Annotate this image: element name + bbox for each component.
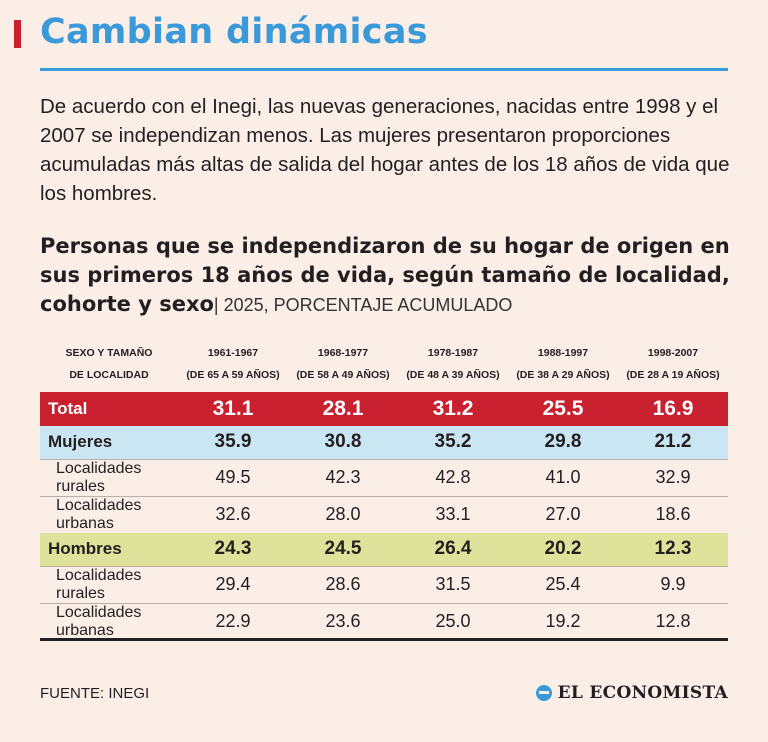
table-cell: 9.9 — [618, 565, 728, 603]
row-header-line-2: DE LOCALIDAD — [69, 369, 149, 381]
column-ages: (DE 28 A 19 AÑOS) — [626, 369, 720, 381]
table-header-row: SEXO Y TAMAÑO DE LOCALIDAD 1961-1967 (DE … — [40, 340, 728, 392]
table-row-hombres-rurales: Localidades rurales 29.4 28.6 31.5 25.4 … — [40, 565, 728, 603]
table-row-total: Total 31.1 28.1 31.2 25.5 16.9 — [40, 392, 728, 426]
column-header: 1988-1997 (DE 38 A 29 AÑOS) — [508, 340, 618, 392]
data-table: SEXO Y TAMAÑO DE LOCALIDAD 1961-1967 (DE … — [40, 340, 728, 640]
table-cell: 28.0 — [288, 495, 398, 533]
column-header: 1968-1977 (DE 58 A 49 AÑOS) — [288, 340, 398, 392]
table-cell: 18.6 — [618, 495, 728, 533]
el-economista-logo-icon — [535, 685, 552, 701]
table-row-mujeres-rurales: Localidades rurales 49.5 42.3 42.8 41.0 … — [40, 458, 728, 496]
table-title: Personas que se independizaron de su hog… — [40, 232, 740, 320]
table-cell: 42.3 — [288, 458, 398, 496]
table-cell: 22.9 — [178, 602, 288, 640]
row-label: Mujeres — [40, 425, 178, 459]
table-cell: 49.5 — [178, 458, 288, 496]
table-unit: | 2025, PORCENTAJE ACUMULADO — [213, 295, 513, 315]
table-cell: 28.6 — [288, 565, 398, 603]
row-label: Hombres — [40, 532, 178, 566]
page-title: Cambian dinámicas — [40, 12, 428, 52]
table-cell: 27.0 — [508, 495, 618, 533]
table-cell: 16.9 — [618, 392, 728, 426]
table-cell: 29.8 — [508, 425, 618, 459]
column-header: 1978-1987 (DE 48 A 39 AÑOS) — [398, 340, 508, 392]
column-ages: (DE 65 A 59 AÑOS) — [186, 369, 280, 381]
source-note: FUENTE: INEGI — [40, 685, 150, 702]
table-cell: 30.8 — [288, 425, 398, 459]
table-cell: 12.8 — [618, 602, 728, 640]
column-cohort: 1961-1967 — [207, 347, 259, 359]
column-cohort: 1988-1997 — [537, 347, 589, 359]
table-cell: 24.3 — [178, 532, 288, 566]
table-cell: 32.9 — [618, 458, 728, 496]
table-title-text: Personas que se independizaron de su hog… — [40, 234, 730, 316]
table-cell: 21.2 — [618, 425, 728, 459]
brand-logo: EL ECONOMISTA — [535, 683, 728, 703]
column-cohort: 1998-2007 — [647, 347, 699, 359]
column-header: 1998-2007 (DE 28 A 19 AÑOS) — [618, 340, 728, 392]
table-cell: 25.0 — [398, 602, 508, 640]
table-cell: 31.1 — [178, 392, 288, 426]
column-cohort: 1968-1977 — [317, 347, 369, 359]
table-cell: 35.2 — [398, 425, 508, 459]
row-label: Localidades urbanas — [40, 495, 178, 533]
table-cell: 25.5 — [508, 392, 618, 426]
table-cell: 31.2 — [398, 392, 508, 426]
table-cell: 32.6 — [178, 495, 288, 533]
column-header: 1961-1967 (DE 65 A 59 AÑOS) — [178, 340, 288, 392]
intro-text: De acuerdo con el Inegi, las nuevas gene… — [40, 95, 730, 205]
table-row-hombres-urbanas: Localidades urbanas 22.9 23.6 25.0 19.2 … — [40, 602, 728, 640]
table-cell: 26.4 — [398, 532, 508, 566]
row-label: Localidades rurales — [40, 458, 178, 496]
row-header-cell: SEXO Y TAMAÑO DE LOCALIDAD — [40, 340, 178, 392]
title-divider — [40, 68, 728, 71]
table-cell: 25.4 — [508, 565, 618, 603]
table-row-hombres: Hombres 24.3 24.5 26.4 20.2 12.3 — [40, 532, 728, 566]
table-row-mujeres-urbanas: Localidades urbanas 32.6 28.0 33.1 27.0 … — [40, 495, 728, 533]
column-ages: (DE 48 A 39 AÑOS) — [406, 369, 500, 381]
row-label: Total — [40, 392, 178, 426]
table-cell: 35.9 — [178, 425, 288, 459]
row-label: Localidades rurales — [40, 565, 178, 603]
row-header-line-1: SEXO Y TAMAÑO — [65, 347, 153, 359]
table-cell: 24.5 — [288, 532, 398, 566]
table-cell: 12.3 — [618, 532, 728, 566]
table-bottom-rule — [40, 638, 728, 641]
table-cell: 33.1 — [398, 495, 508, 533]
table-row-mujeres: Mujeres 35.9 30.8 35.2 29.8 21.2 — [40, 425, 728, 459]
column-cohort: 1978-1987 — [427, 347, 479, 359]
column-ages: (DE 38 A 29 AÑOS) — [516, 369, 610, 381]
title-accent-bar — [14, 20, 21, 48]
table-cell: 42.8 — [398, 458, 508, 496]
table-cell: 19.2 — [508, 602, 618, 640]
table-cell: 20.2 — [508, 532, 618, 566]
table-cell: 31.5 — [398, 565, 508, 603]
table-cell: 23.6 — [288, 602, 398, 640]
column-ages: (DE 58 A 49 AÑOS) — [296, 369, 390, 381]
table-cell: 29.4 — [178, 565, 288, 603]
table-cell: 41.0 — [508, 458, 618, 496]
row-label: Localidades urbanas — [40, 602, 178, 640]
table-cell: 28.1 — [288, 392, 398, 426]
brand-name: EL ECONOMISTA — [557, 683, 728, 703]
